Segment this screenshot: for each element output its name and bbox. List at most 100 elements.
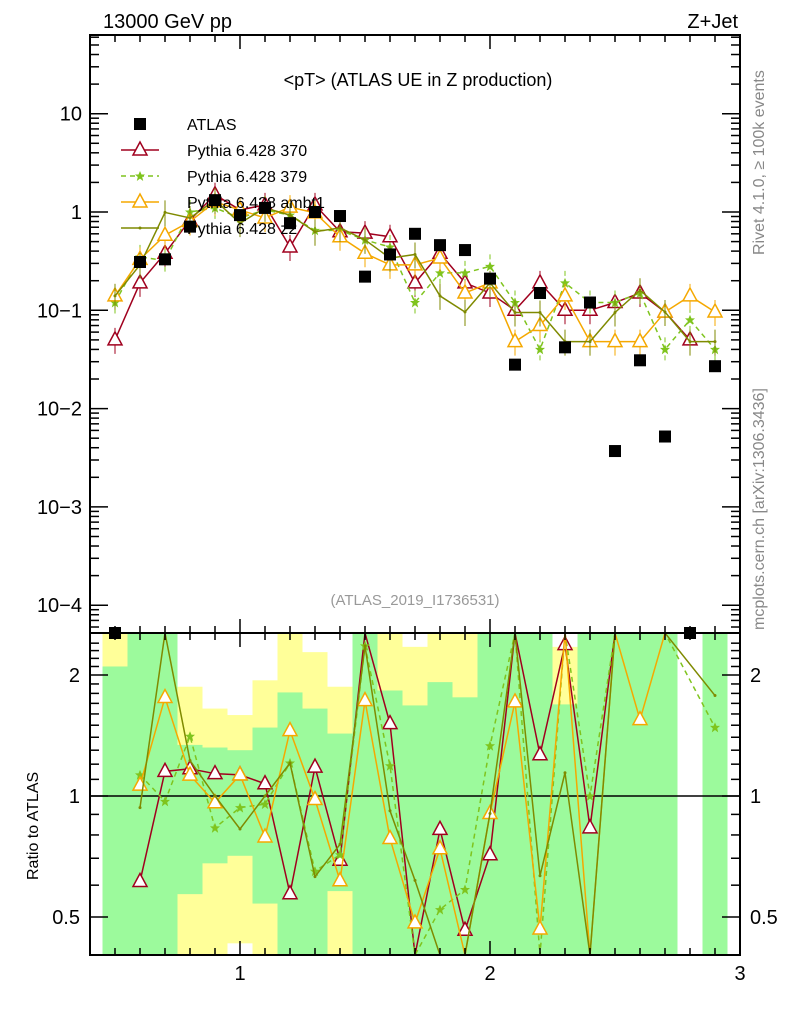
data-point bbox=[531, 273, 549, 289]
atlas-data-point bbox=[584, 296, 596, 309]
main-panel: 1 2 3 10 1 10−1 10−2 10−3 10−4 bbox=[37, 34, 746, 985]
atlas-data-point bbox=[234, 209, 246, 222]
data-point bbox=[688, 340, 692, 344]
atlas-data-point bbox=[359, 270, 371, 283]
y-tick-label: 10−1 bbox=[37, 300, 82, 322]
ratio-point bbox=[210, 822, 220, 833]
legend-marker bbox=[131, 192, 149, 208]
header-left: 13000 GeV pp bbox=[103, 11, 232, 33]
uncertainty-band-inner bbox=[102, 666, 128, 955]
data-point bbox=[431, 248, 449, 264]
ratio-point bbox=[263, 794, 267, 798]
ratio-point bbox=[313, 875, 317, 879]
uncertainty-band-inner bbox=[627, 633, 653, 955]
data-point bbox=[706, 302, 724, 318]
ratio-line bbox=[139, 632, 716, 958]
legend-label: ATLAS bbox=[187, 117, 237, 134]
ratio-point bbox=[256, 827, 274, 843]
ratio-point bbox=[581, 818, 599, 834]
side-text-top: Rivet 4.1.0, ≥ 100k events bbox=[751, 70, 768, 255]
data-point bbox=[613, 310, 617, 314]
atlas-data-point bbox=[559, 341, 571, 354]
ratio-point bbox=[206, 764, 224, 780]
ratio-point bbox=[488, 811, 492, 815]
header-right: Z+Jet bbox=[687, 11, 738, 33]
legend-label: Pythia 6.428 ambt1 bbox=[187, 195, 325, 212]
ratio-point bbox=[506, 692, 524, 708]
ratio-point bbox=[531, 919, 549, 935]
data-point bbox=[631, 332, 649, 348]
ratio-point bbox=[185, 731, 195, 742]
ratio-point bbox=[181, 765, 199, 781]
ratio-point bbox=[406, 913, 424, 929]
legend-marker bbox=[131, 140, 149, 156]
legend-marker bbox=[138, 226, 142, 230]
ratio-point bbox=[281, 884, 299, 900]
series-line bbox=[114, 193, 691, 341]
uncertainty-band-inner bbox=[702, 633, 728, 955]
data-point bbox=[535, 344, 545, 355]
atlas-data-point bbox=[384, 248, 396, 261]
data-point bbox=[681, 286, 699, 302]
data-point bbox=[463, 310, 467, 314]
data-point bbox=[131, 273, 149, 289]
ratio-point bbox=[306, 789, 324, 806]
atlas-data-point bbox=[509, 358, 521, 371]
atlas-data-point bbox=[484, 272, 496, 285]
x-tick-label: 1 bbox=[234, 963, 245, 985]
data-point bbox=[513, 310, 517, 314]
ratio-y-tick-label: 0.5 bbox=[52, 907, 80, 929]
legend-marker bbox=[134, 118, 146, 130]
ratio-y-tick-label: 2 bbox=[69, 665, 80, 687]
uncertainty-band-inner bbox=[602, 633, 628, 955]
atlas-data-point bbox=[434, 239, 446, 252]
ratio-point bbox=[306, 757, 324, 773]
ratio-point bbox=[385, 760, 395, 771]
data-point bbox=[113, 294, 117, 298]
uncertainty-band-inner bbox=[352, 633, 378, 955]
ratio-point bbox=[235, 802, 245, 813]
legend-label: Pythia 6.428 370 bbox=[187, 143, 307, 160]
ratio-point bbox=[538, 874, 542, 878]
atlas-data-point bbox=[184, 220, 196, 233]
ratio-y-tick-label-right: 0.5 bbox=[750, 907, 778, 929]
data-point bbox=[438, 294, 442, 298]
data-point bbox=[106, 330, 124, 346]
uncertainty-band-inner bbox=[502, 633, 528, 955]
data-point bbox=[485, 261, 495, 272]
ratio-point bbox=[335, 849, 345, 860]
chart-title: <pT> (ATLAS UE in Z production) bbox=[284, 70, 553, 90]
ratio-point bbox=[413, 878, 417, 882]
uncertainty-band-inner bbox=[302, 708, 328, 955]
legend-label: Pythia 6.428 379 bbox=[187, 169, 307, 186]
legend: ATLAS Pythia 6.428 370 Pythia 6.428 379 Pyt… bbox=[121, 117, 325, 238]
ratio-y-tick-label-right: 1 bbox=[750, 786, 761, 808]
data-point bbox=[406, 273, 424, 289]
data-point bbox=[338, 226, 342, 230]
atlas-data-point bbox=[459, 244, 471, 257]
ratio-point bbox=[388, 809, 392, 813]
uncertainty-band-inner bbox=[377, 690, 403, 955]
ratio-point bbox=[231, 765, 249, 781]
ratio-point bbox=[338, 842, 342, 846]
x-tick-label: 2 bbox=[484, 963, 495, 985]
data-point bbox=[460, 267, 470, 278]
data-point bbox=[506, 332, 524, 348]
atlas-data-point bbox=[284, 217, 296, 230]
ratio-point bbox=[710, 722, 720, 733]
data-point bbox=[685, 314, 695, 325]
legend-marker bbox=[135, 171, 145, 181]
atlas-data-point bbox=[309, 206, 321, 218]
ratio-point bbox=[381, 828, 399, 845]
data-point bbox=[538, 310, 542, 314]
ratio-point bbox=[713, 694, 717, 698]
ratio-point bbox=[281, 721, 299, 737]
ratio-point bbox=[156, 687, 174, 704]
ratio-line bbox=[139, 632, 665, 956]
atlas-data-point bbox=[709, 360, 721, 373]
data-point bbox=[188, 216, 192, 220]
ratio-point bbox=[556, 634, 574, 651]
atlas-data-point bbox=[534, 286, 546, 299]
data-point bbox=[660, 344, 670, 355]
